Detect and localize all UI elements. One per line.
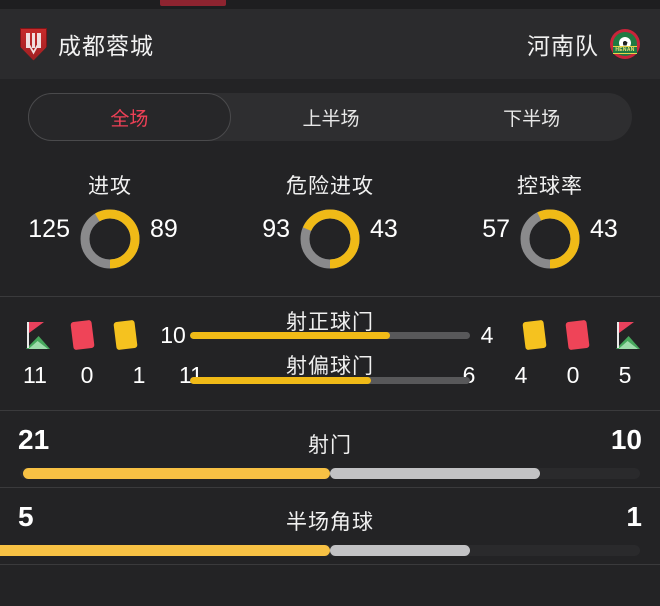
divider-top [0, 296, 660, 297]
top-sliver [0, 0, 660, 9]
away-team-name: 河南队 [527, 33, 599, 59]
home-team-name: 成都蓉城 [58, 33, 154, 59]
home-team[interactable]: 成都蓉城 [20, 27, 154, 61]
stat-label: 射正球门 [286, 311, 374, 334]
corner-flag-icon [610, 320, 640, 350]
stat-label: 射门 [308, 434, 352, 457]
donut-stats-group: 进攻 125 89 危险进攻 93 43 控球率 57 [0, 160, 660, 290]
away-corners-total: 1 [626, 501, 642, 532]
donut-chart [298, 207, 362, 271]
divider-mid [0, 410, 660, 411]
match-header: 成都蓉城 河南队 HENAN [0, 9, 660, 79]
donut-svg [520, 209, 580, 269]
donut-away-value: 43 [590, 215, 618, 243]
away-shots-total: 10 [610, 424, 642, 455]
tab-first-half[interactable]: 上半场 [302, 108, 360, 130]
away-red-card-count: 0 [566, 361, 580, 388]
stat-row-corners: 5 半场角球 1 [0, 489, 660, 564]
away-corners-bar [330, 545, 470, 556]
donut-stat-possession: 控球率 57 43 [440, 160, 660, 290]
donut-title: 危险进攻 [286, 175, 374, 198]
home-corners-bar [0, 545, 330, 556]
home-red-card-count: 0 [80, 361, 94, 388]
shots-bar-track [20, 468, 640, 479]
away-icons-row: 4 [472, 318, 640, 352]
donut-chart [78, 207, 142, 271]
donut-chart [518, 207, 582, 271]
donut-home-value: 93 [262, 215, 290, 243]
away-corner-count: 5 [618, 361, 632, 388]
away-shots-bar [330, 468, 540, 479]
home-shots-bar [23, 468, 330, 479]
divider-bottom [0, 487, 660, 488]
tab-second-half[interactable]: 下半场 [503, 108, 561, 130]
home-corner-count: 11 [23, 361, 47, 388]
away-badge-text: HENAN [615, 47, 635, 53]
donut-svg [80, 209, 140, 269]
henan-club-badge-icon: HENAN [610, 29, 640, 59]
donut-home-value: 125 [28, 215, 70, 243]
shots-on-target-bar [190, 332, 470, 339]
icon-and-shot-stats: 10 4 11 0 1 11 6 4 0 5 射正球门 [0, 298, 660, 406]
away-yellow-card-count: 4 [514, 361, 528, 388]
stat-row-shots: 21 射门 10 [0, 412, 660, 487]
home-shots-total: 21 [18, 424, 50, 455]
home-corners-total: 5 [18, 501, 34, 532]
away-team[interactable]: 河南队 HENAN [527, 27, 640, 61]
shots-off-target-bar [190, 377, 470, 384]
donut-stat-dangerous-attack: 危险进攻 93 43 [220, 160, 440, 290]
period-tabs[interactable]: 全场 上半场 下半场 [28, 93, 632, 141]
donut-away-value: 43 [370, 215, 398, 243]
donut-title: 进攻 [88, 175, 132, 198]
divider-footer [0, 564, 660, 565]
stat-label: 射偏球门 [286, 355, 374, 378]
home-yellow-card-count: 1 [132, 361, 146, 388]
corner-flag-icon [20, 320, 50, 350]
stat-label: 半场角球 [286, 511, 374, 534]
donut-away-value: 89 [150, 215, 178, 243]
donut-stat-attack: 进攻 125 89 [0, 160, 220, 290]
tab-full-match[interactable]: 全场 [28, 93, 231, 141]
donut-title: 控球率 [517, 175, 583, 198]
chengdu-rongcheng-shield-icon [20, 27, 47, 61]
donut-svg [300, 209, 360, 269]
home-shots-on-target-value: 10 [160, 321, 186, 348]
top-chip [160, 0, 226, 6]
donut-home-value: 57 [482, 215, 510, 243]
away-shots-on-target-value: 4 [480, 321, 494, 348]
corners-bar-track [0, 545, 640, 556]
home-icons-row: 10 [20, 318, 188, 352]
